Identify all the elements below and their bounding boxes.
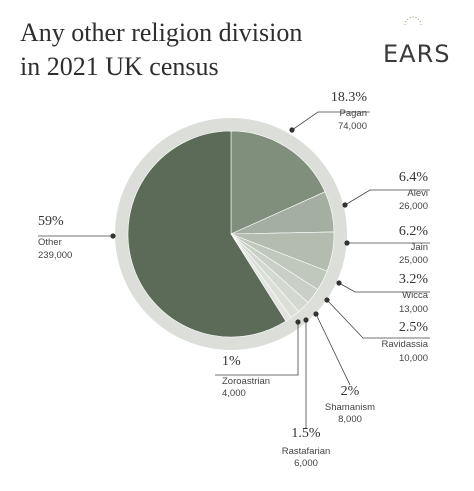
callout-dot	[344, 240, 350, 246]
pie-slice	[230, 130, 326, 235]
value-label: 1%	[222, 354, 241, 369]
callout-line	[338, 282, 430, 293]
category-label: Other	[38, 237, 62, 248]
value-label: 59%	[38, 214, 64, 229]
count-label: 74,000	[338, 121, 367, 132]
category-label: Wicca	[402, 290, 429, 301]
count-label: 13,000	[399, 304, 428, 315]
callout-dot	[324, 297, 330, 303]
count-label: 26,000	[399, 201, 428, 212]
category-label: Zoroastrian	[222, 376, 270, 387]
category-label: Pagan	[340, 108, 367, 119]
logo: EARS	[383, 40, 451, 68]
category-label: Alevi	[407, 188, 428, 199]
count-label: 10,000	[399, 353, 428, 364]
callout-dot	[313, 311, 319, 317]
value-label: 1.5%	[291, 426, 321, 441]
logo-mark	[404, 16, 422, 26]
count-label: 25,000	[399, 255, 428, 266]
callout-dot	[336, 280, 342, 286]
callout-dot	[289, 127, 295, 133]
category-label: Shamanism	[325, 402, 375, 413]
callout-dot	[110, 233, 116, 239]
count-label: 4,000	[222, 388, 246, 399]
value-label: 3.2%	[399, 272, 429, 287]
pie-slice	[127, 130, 287, 338]
callout-line	[344, 189, 430, 206]
value-label: 6.4%	[399, 170, 429, 185]
count-label: 6,000	[294, 458, 318, 469]
category-label: Rastafarian	[282, 446, 331, 457]
count-label: 8,000	[338, 414, 362, 425]
callout-dot	[295, 319, 301, 325]
callout-dot	[342, 202, 348, 208]
callout-line	[326, 299, 430, 339]
value-label: 18.3%	[331, 90, 368, 105]
callout-line	[315, 313, 351, 386]
chart-title: Any other religion division in 2021 UK c…	[20, 18, 303, 81]
callout-line	[291, 111, 370, 131]
callout-line	[215, 322, 299, 376]
callout-dot	[303, 317, 309, 323]
category-label: Ravidassia	[382, 339, 429, 350]
value-label: 2.5%	[399, 320, 429, 335]
category-label: Jain	[411, 242, 428, 253]
value-label: 2%	[341, 384, 360, 399]
count-label: 239,000	[38, 250, 72, 261]
value-label: 6.2%	[399, 224, 429, 239]
